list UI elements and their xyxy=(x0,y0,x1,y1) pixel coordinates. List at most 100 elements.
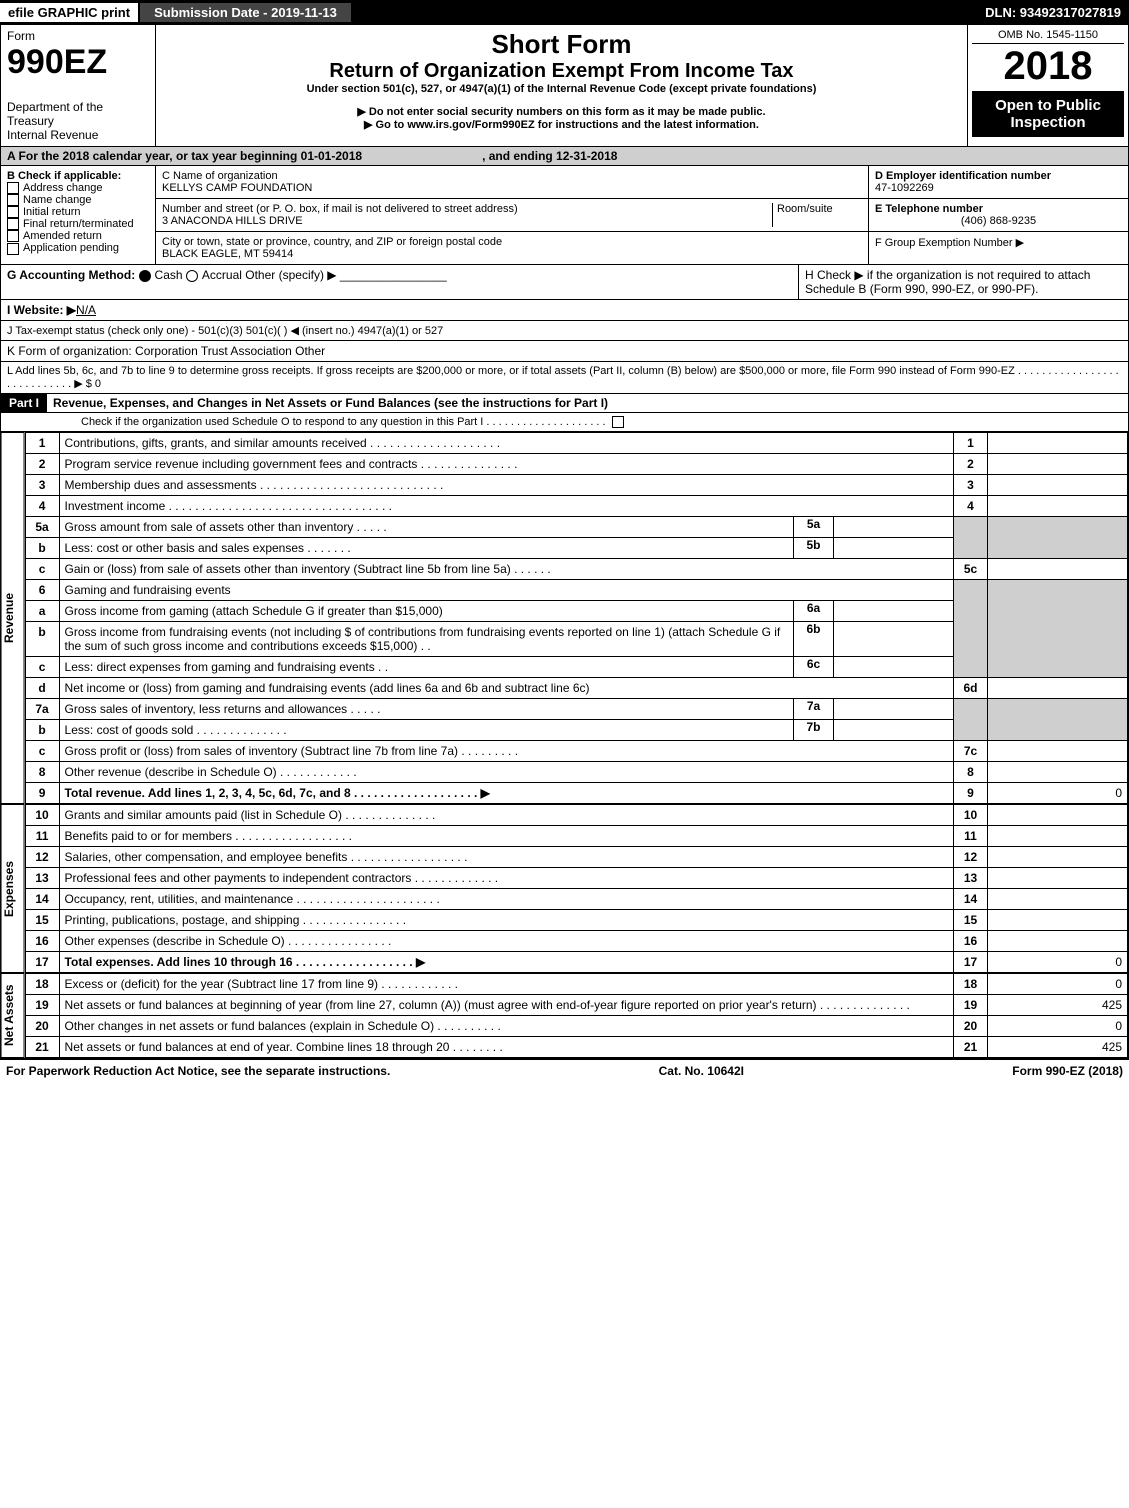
line-g-other: Other (specify) ▶ xyxy=(245,268,336,282)
efile-label[interactable]: efile GRAPHIC print xyxy=(0,3,138,22)
radio-cash[interactable]: Cash xyxy=(139,268,183,282)
ein-label: D Employer identification number xyxy=(875,170,1122,182)
line-20: Other changes in net assets or fund bala… xyxy=(59,1016,953,1037)
top-bar: efile GRAPHIC print Submission Date - 20… xyxy=(0,0,1129,24)
chk-final-return[interactable]: Final return/terminated xyxy=(7,218,149,230)
val-19: 425 xyxy=(988,995,1128,1016)
line-17: Total expenses. Add lines 10 through 16 … xyxy=(65,955,426,969)
org-name-label: C Name of organization xyxy=(162,170,862,182)
tax-year: 2018 xyxy=(972,44,1124,89)
part1-check: Check if the organization used Schedule … xyxy=(0,413,1129,432)
line-h-text: H Check ▶ if the organization is not req… xyxy=(798,265,1128,299)
line-15: Printing, publications, postage, and shi… xyxy=(59,910,953,931)
num-1: 1 xyxy=(25,433,59,454)
line-14: Occupancy, rent, utilities, and maintena… xyxy=(59,889,953,910)
return-title: Return of Organization Exempt From Incom… xyxy=(164,60,959,83)
open-public-box: Open to Public Inspection xyxy=(972,91,1124,137)
submission-date: Submission Date - 2019-11-13 xyxy=(140,3,351,22)
goto-link[interactable]: ▶ Go to www.irs.gov/Form990EZ for instru… xyxy=(164,118,959,131)
val-17: 0 xyxy=(988,952,1128,973)
line-7a: Gross sales of inventory, less returns a… xyxy=(60,699,793,719)
line-21: Net assets or fund balances at end of ye… xyxy=(59,1037,953,1058)
ein-value: 47-1092269 xyxy=(875,182,1122,194)
room-suite-label: Room/suite xyxy=(772,203,862,227)
subtitle: Under section 501(c), 527, or 4947(a)(1)… xyxy=(164,83,959,95)
irs-label: Internal Revenue xyxy=(7,128,149,142)
dln-label: DLN: 93492317027819 xyxy=(985,5,1129,20)
line-9: Total revenue. Add lines 1, 2, 3, 4, 5c,… xyxy=(65,786,490,800)
chk-amended-return[interactable]: Amended return xyxy=(7,230,149,242)
city-label: City or town, state or province, country… xyxy=(162,236,862,248)
revenue-table: 1Contributions, gifts, grants, and simil… xyxy=(25,432,1128,804)
chk-name-change[interactable]: Name change xyxy=(7,194,149,206)
omb-number: OMB No. 1545-1150 xyxy=(972,29,1124,44)
group-exemption-label: F Group Exemption Number ▶ xyxy=(875,236,1122,249)
line-l: L Add lines 5b, 6c, and 7b to line 9 to … xyxy=(0,362,1129,394)
line-6b: Gross income from fundraising events (no… xyxy=(60,622,793,656)
line-k: K Form of organization: Corporation Trus… xyxy=(0,341,1129,362)
address-label: Number and street (or P. O. box, if mail… xyxy=(162,203,772,215)
line-4: Investment income . . . . . . . . . . . … xyxy=(59,496,953,517)
expenses-table: 10Grants and similar amounts paid (list … xyxy=(25,804,1128,973)
line-i: I Website: ▶ N/A xyxy=(0,300,1129,321)
footer-right: Form 990-EZ (2018) xyxy=(1012,1064,1123,1078)
line-7c: Gross profit or (loss) from sales of inv… xyxy=(59,741,953,762)
part1-label: Part I xyxy=(1,394,47,412)
line-7b: Less: cost of goods sold . . . . . . . .… xyxy=(60,720,793,740)
entity-block: B Check if applicable: Address change Na… xyxy=(0,166,1129,265)
line-5c: Gain or (loss) from sale of assets other… xyxy=(59,559,953,580)
city-value: BLACK EAGLE, MT 59414 xyxy=(162,248,862,260)
line-j: J Tax-exempt status (check only one) - 5… xyxy=(0,321,1129,341)
period-end: , and ending 12-31-2018 xyxy=(482,149,617,163)
line-8: Other revenue (describe in Schedule O) .… xyxy=(59,762,953,783)
line-12: Salaries, other compensation, and employ… xyxy=(59,847,953,868)
website-value: N/A xyxy=(76,303,96,317)
line-1: Contributions, gifts, grants, and simila… xyxy=(59,433,953,454)
line-6c: Less: direct expenses from gaming and fu… xyxy=(60,657,793,677)
box-def: D Employer identification number 47-1092… xyxy=(868,166,1128,264)
footer-left: For Paperwork Reduction Act Notice, see … xyxy=(6,1064,390,1078)
chk-address-change[interactable]: Address change xyxy=(7,182,149,194)
box-b-header: B Check if applicable: xyxy=(7,170,149,182)
val-9: 0 xyxy=(988,783,1128,804)
line-5a: Gross amount from sale of assets other t… xyxy=(60,517,793,537)
period-start: A For the 2018 calendar year, or tax yea… xyxy=(7,149,362,163)
address-value: 3 ANACONDA HILLS DRIVE xyxy=(162,215,772,227)
val-20: 0 xyxy=(988,1016,1128,1037)
val-1 xyxy=(988,433,1128,454)
line-19: Net assets or fund balances at beginning… xyxy=(59,995,953,1016)
val-21: 425 xyxy=(988,1037,1128,1058)
part1-title: Revenue, Expenses, and Changes in Net As… xyxy=(47,394,614,412)
line-2: Program service revenue including govern… xyxy=(59,454,953,475)
netassets-table: 18Excess or (deficit) for the year (Subt… xyxy=(25,973,1128,1058)
short-form-title: Short Form xyxy=(164,29,959,60)
box-c: C Name of organization KELLYS CAMP FOUND… xyxy=(156,166,868,264)
radio-accrual[interactable]: Accrual xyxy=(186,268,242,282)
org-name: KELLYS CAMP FOUNDATION xyxy=(162,182,862,194)
period-bar: A For the 2018 calendar year, or tax yea… xyxy=(0,147,1129,166)
tel-value: (406) 868-9235 xyxy=(875,215,1122,227)
side-expenses: Expenses xyxy=(1,804,25,973)
line-11: Benefits paid to or for members . . . . … xyxy=(59,826,953,847)
line-g-h: G Accounting Method: Cash Accrual Other … xyxy=(0,265,1129,300)
line-6a: Gross income from gaming (attach Schedul… xyxy=(60,601,793,621)
line-5b: Less: cost or other basis and sales expe… xyxy=(60,538,793,558)
side-revenue: Revenue xyxy=(1,432,25,804)
footer-mid: Cat. No. 10642I xyxy=(659,1064,744,1078)
part1-checkbox[interactable] xyxy=(612,416,628,428)
line-18: Excess or (deficit) for the year (Subtra… xyxy=(59,974,953,995)
part1-header: Part I Revenue, Expenses, and Changes in… xyxy=(0,394,1129,413)
line-6d: Net income or (loss) from gaming and fun… xyxy=(59,678,953,699)
line-6: Gaming and fundraising events xyxy=(59,580,953,601)
line-13: Professional fees and other payments to … xyxy=(59,868,953,889)
page-footer: For Paperwork Reduction Act Notice, see … xyxy=(0,1059,1129,1082)
line-3: Membership dues and assessments . . . . … xyxy=(59,475,953,496)
chk-initial-return[interactable]: Initial return xyxy=(7,206,149,218)
form-header: Form 990EZ Department of the Treasury In… xyxy=(0,24,1129,147)
line-i-label: I Website: ▶ xyxy=(7,303,76,317)
form-number: 990EZ xyxy=(7,43,149,82)
box-b: B Check if applicable: Address change Na… xyxy=(1,166,156,264)
chk-application-pending[interactable]: Application pending xyxy=(7,242,149,254)
val-18: 0 xyxy=(988,974,1128,995)
line-g-label: G Accounting Method: xyxy=(7,268,135,282)
